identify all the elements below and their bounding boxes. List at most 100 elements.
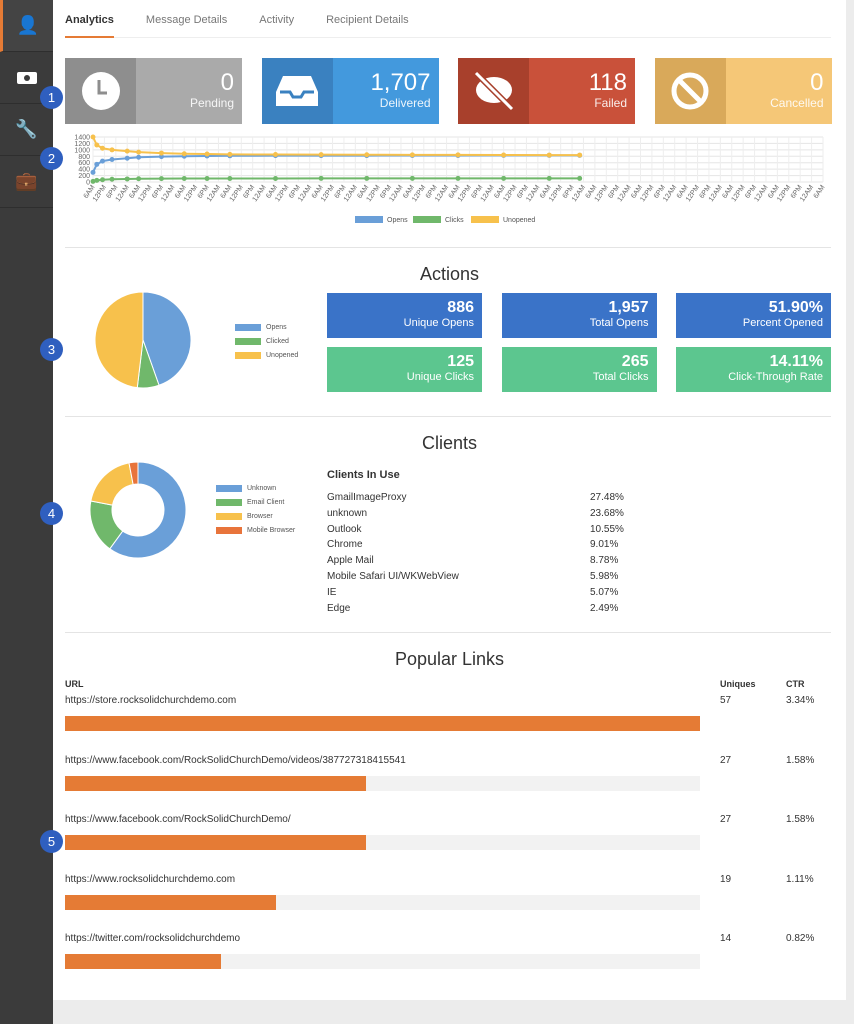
link-url[interactable]: https://twitter.com/rocksolidchurchdemo [65,933,241,944]
ctr-header: CTR [786,679,805,689]
stat-value: 0 [220,69,234,96]
stat-label: Cancelled [770,96,824,110]
data-point [409,175,415,181]
sidebar-item-admin[interactable]: 🔧 [0,104,53,156]
client-percent: 2.49% [590,602,619,614]
client-name: Chrome [327,539,363,551]
data-point [227,151,233,157]
client-row: Apple Mail 8.78% [327,555,627,566]
series-line-clicks [92,177,580,183]
data-point [94,177,100,183]
data-point [90,134,96,140]
legend-swatch [413,216,441,223]
link-progress-fill [65,894,277,910]
link-url[interactable]: https://www.rocksolidchurchdemo.com [65,873,236,885]
link-progress-fill [65,716,700,731]
client-name: Outlook [327,523,362,535]
client-percent: 8.78% [590,555,619,567]
sidebar-item-tools[interactable]: 💼 [0,156,53,208]
legend-label: Unopened [503,217,535,224]
wrench-icon: 🔧 [15,119,38,139]
legend-label: Mobile Browser [247,526,296,534]
actions-legend: Opens Clicked Unopened [235,320,298,362]
sidebar-item-finance[interactable] [0,52,53,104]
legend-swatch [355,216,383,223]
legend-label: Opens [387,217,408,224]
data-point [204,151,210,157]
data-point [181,151,187,157]
metric-value: 1,957 [608,299,649,316]
link-url[interactable]: https://www.facebook.com/RockSolidChurch… [65,754,406,766]
data-point [109,147,115,153]
data-point [455,175,461,181]
tab-message-details[interactable]: Message Details [145,14,228,26]
url-header: URL [65,679,84,689]
y-tick-label: 1200 [74,141,90,148]
annotation-badge-1: 1 [40,86,63,109]
inbox-icon [261,58,333,124]
data-point [409,152,415,158]
legend-item: Browser [216,509,295,523]
stat-card-cancelled: 0 Cancelled [654,58,832,124]
link-ctr: 3.34% [786,695,815,706]
legend-swatch [216,498,242,506]
legend-label: Email Client [247,498,285,506]
metric-label: Percent Opened [742,317,823,329]
metric-value: 886 [447,299,474,316]
client-percent: 27.48% [590,492,624,503]
analytics-panel: Analytics Message Details Activity Recip… [53,0,846,1000]
clients-donut-chart [89,461,187,559]
data-point [501,175,507,181]
stat-value: 118 [588,69,627,96]
legend-swatch [235,337,261,345]
tab-activity[interactable]: Activity [259,14,295,26]
link-progress-bar [65,716,700,731]
data-point [273,175,278,181]
link-ctr: 1.58% [786,814,815,825]
divider [65,632,831,633]
link-ctr: 1.58% [786,754,815,766]
client-percent: 5.98% [590,571,619,582]
data-point [94,161,100,167]
client-row: GmailImageProxy 27.48% [327,492,627,503]
link-progress-bar [65,835,700,850]
data-point [90,178,96,184]
y-tick-label: 400 [78,167,90,174]
data-point [158,154,164,160]
data-point [364,175,370,181]
client-row: unknown 23.68% [327,508,627,519]
client-row: IE 5.07% [327,587,627,598]
legend-label: Unknown [247,484,277,492]
legend-swatch [216,526,242,534]
uniques-header: Uniques [720,679,756,689]
metric-value: 14.11% [769,353,823,370]
clients-legend: Unknown Email Client Browser Mobile Browser [216,481,295,537]
legend-swatch [216,484,242,492]
slice-opens [142,291,192,386]
tab-recipient-details[interactable]: Recipient Details [326,14,409,26]
legend-label: Clicks [445,217,464,224]
legend-label: Browser [247,512,273,520]
sidebar-item-person[interactable]: 👤 [0,0,53,52]
metric-unique-clicks: 125 Unique Clicks [327,347,482,392]
data-point [124,176,130,182]
metric-total-clicks: 265 Total Clicks [501,347,657,392]
legend-label: Unopened [266,351,299,359]
metric-percent-opened: 51.90% Percent Opened [676,293,831,338]
data-point [227,175,233,181]
legend-label: Opens [266,323,287,331]
y-tick-label: 0 [86,180,90,187]
link-progress-bar [65,894,700,910]
link-url[interactable]: https://www.facebook.com/RockSolidChurch… [65,814,291,825]
link-uniques: 27 [720,814,732,825]
metric-label: Unique Clicks [406,371,474,383]
tab-analytics[interactable]: Analytics [65,0,114,38]
link-uniques: 14 [720,933,732,944]
comment-slash-icon [458,58,529,124]
legend-item: Unknown [216,481,295,495]
link-url[interactable]: https://store.rocksolidchurchdemo.com [65,695,237,706]
data-point [136,154,142,160]
annotation-badge-2: 2 [40,147,63,170]
data-point [318,152,324,158]
data-point [273,152,278,158]
